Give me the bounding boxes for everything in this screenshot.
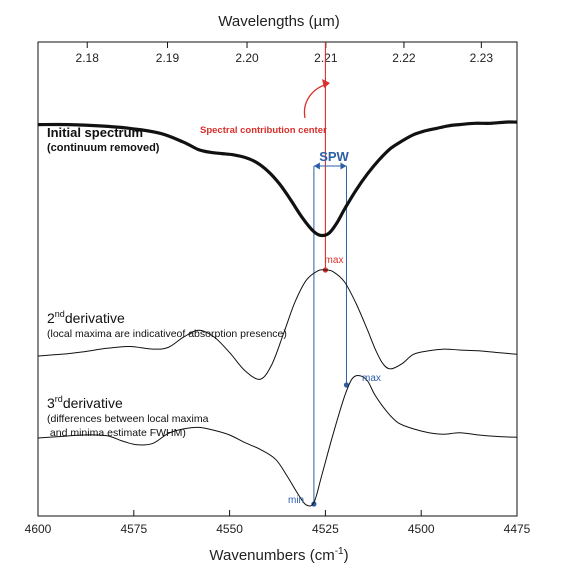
bottom-axis-title-main: Wavenumbers (cm: [209, 547, 334, 564]
d2-label-num: 2: [47, 310, 55, 326]
bottom-axis-title: Wavenumbers (cm-1): [209, 546, 348, 564]
top-tick-label: 2.23: [470, 51, 494, 65]
series-line-2: [37, 269, 518, 380]
series-line-3: [37, 375, 518, 507]
bottom-tick-label: 4500: [408, 522, 435, 536]
d3-min-marker: [311, 501, 317, 507]
series-line-1: [37, 120, 518, 238]
d3-max-marker: [343, 382, 350, 388]
bottom-tick-label: 4475: [504, 522, 531, 536]
d2-label-sup: nd: [55, 309, 65, 319]
spw-arrow-left: [313, 162, 320, 170]
d3-sublabel-1: (differences between local maxima: [47, 413, 209, 425]
plot-frame: [37, 41, 518, 517]
top-tick-label: 2.19: [156, 51, 180, 65]
d3-min-label: min: [288, 495, 304, 506]
bottom-axis-ticks: 4600 4575 4550 4525 4500 4475: [25, 510, 531, 536]
d2-max-label: max: [325, 255, 344, 266]
d3-sublabel-2: and minima estimate FWHM): [47, 427, 186, 439]
spectrum-label: Initial spectrum: [47, 125, 143, 140]
bottom-tick-label: 4600: [25, 522, 52, 536]
d3-label-num: 3: [47, 395, 55, 411]
bottom-axis-title-sup: -1: [335, 546, 344, 557]
top-axis-ticks: 2.18 2.19 2.20 2.21 2.22 2.23: [76, 42, 494, 65]
d3-label-word: derivative: [63, 395, 123, 411]
d2-label-word: derivative: [65, 310, 125, 326]
contribution-arrowhead: [322, 79, 330, 88]
d3-label-sup: rd: [55, 394, 63, 404]
spw-arrow-right: [340, 162, 347, 170]
annotation-overlay: [303, 42, 350, 507]
bottom-tick-label: 4550: [216, 522, 243, 536]
top-tick-label: 2.20: [235, 51, 259, 65]
bottom-axis-title-end: ): [344, 547, 349, 564]
bottom-tick-label: 4525: [312, 522, 339, 536]
top-tick-label: 2.21: [314, 51, 338, 65]
d2-label: 2ndderivative: [47, 309, 125, 326]
spw-label: SPW: [319, 149, 349, 164]
spectrum-sublabel: (continuum removed): [47, 142, 160, 154]
d2-sublabel: (local maxima are indicativeof absorptio…: [47, 328, 287, 340]
series-lines: [37, 120, 518, 507]
top-axis-title: Wavelengths (µm): [218, 13, 339, 30]
top-tick-label: 2.22: [392, 51, 416, 65]
d3-label: 3rdderivative: [47, 394, 123, 411]
d3-max-label: max: [362, 373, 381, 384]
bottom-tick-label: 4575: [120, 522, 147, 536]
contribution-arrow: [303, 83, 329, 119]
top-tick-label: 2.18: [76, 51, 100, 65]
contribution-center-label: Spectral contribution center: [200, 125, 327, 136]
